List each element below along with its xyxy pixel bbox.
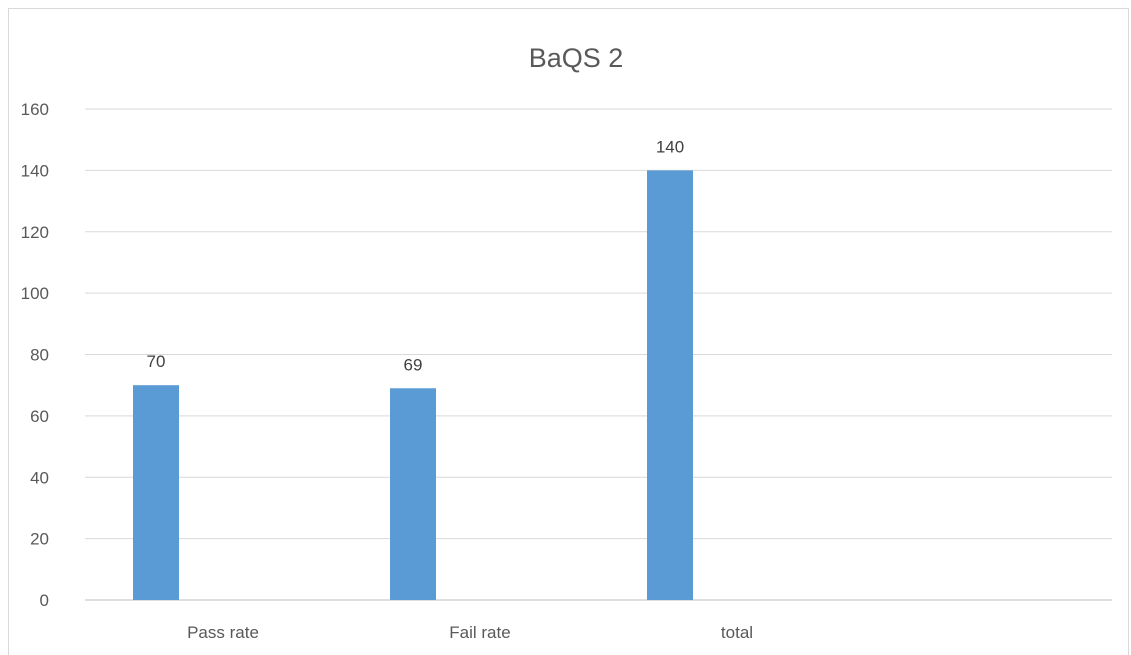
y-tick-label: 100 <box>21 284 49 303</box>
y-tick-label: 140 <box>21 161 49 180</box>
x-axis-categories: Pass rate Fail rate total <box>187 623 753 642</box>
data-label: 140 <box>656 137 684 156</box>
chart-title: BaQS 2 <box>529 43 624 73</box>
bar <box>647 170 693 600</box>
data-label: 70 <box>147 352 166 371</box>
bar <box>390 388 436 600</box>
y-tick-label: 20 <box>30 530 49 549</box>
gridlines <box>85 108 1112 601</box>
chart-frame <box>8 8 1129 655</box>
y-axis-ticks: 0 20 40 60 80 100 120 140 160 <box>21 100 49 610</box>
data-labels: 70 69 140 <box>147 137 685 374</box>
x-category-label: Pass rate <box>187 623 259 642</box>
x-category-label: Fail rate <box>449 623 510 642</box>
y-tick-label: 80 <box>30 346 49 365</box>
bar <box>133 385 179 600</box>
data-label: 69 <box>404 355 423 374</box>
bars <box>133 170 693 600</box>
y-tick-label: 60 <box>30 407 49 426</box>
y-tick-label: 120 <box>21 223 49 242</box>
y-tick-label: 40 <box>30 468 49 487</box>
y-tick-label: 160 <box>21 100 49 119</box>
y-tick-label: 0 <box>40 591 49 610</box>
x-category-label: total <box>721 623 753 642</box>
